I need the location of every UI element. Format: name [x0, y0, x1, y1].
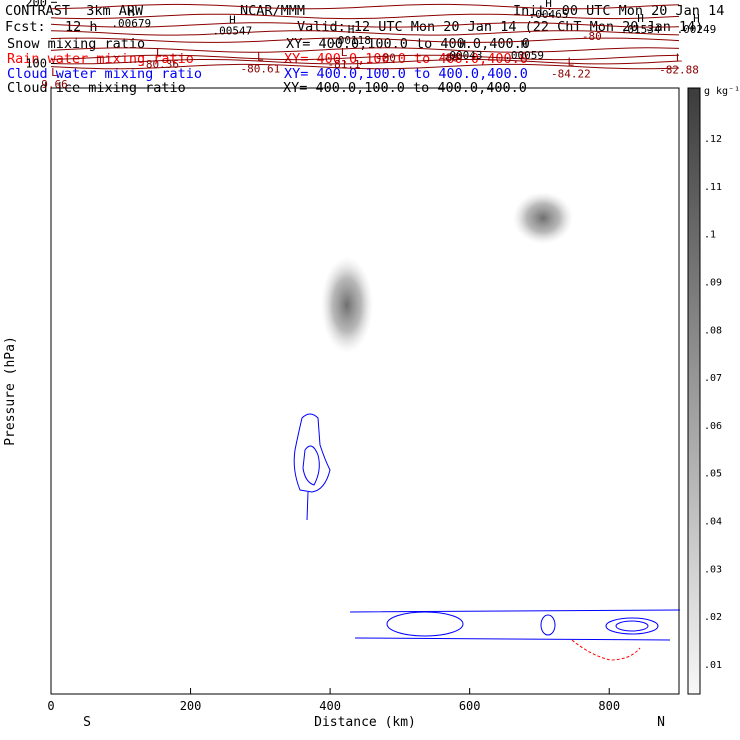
field-label-cloudwater: Cloud water mixing ratio	[7, 66, 203, 82]
south-label: S	[83, 715, 91, 730]
isotherm-line	[50, 13, 680, 20]
high-value: .00679	[111, 17, 151, 30]
snow-upper	[513, 192, 573, 244]
snow-core	[321, 257, 373, 353]
cloud-contour	[349, 609, 681, 641]
high-mark: H	[545, 0, 552, 10]
colorbar-label: .05	[704, 469, 722, 480]
high-value: .00249	[677, 23, 717, 36]
low-value: -80.36	[139, 58, 179, 71]
cloud-contour	[386, 611, 464, 637]
colorbar: g kg⁻¹ .12 .11 .1 .09 .08 .07 .06 .05 .04 .03 .02 .0…	[687, 86, 740, 695]
low-mark: L	[568, 55, 575, 68]
low-value: 9.66	[41, 78, 68, 91]
colorbar-label: .09	[704, 277, 722, 288]
rain-contour	[571, 639, 641, 661]
isotherm-line	[50, 22, 680, 28]
y-tick-label: 100	[25, 57, 47, 71]
y-axis-label: Pressure (hPa)	[3, 336, 18, 446]
axes: 0200400600800100200300400500600700800900…	[3, 0, 665, 730]
colorbar-label: .06	[704, 421, 722, 432]
isotherms	[50, 3, 680, 70]
x-tick-label: 0	[47, 699, 54, 713]
x-axis-label: Distance (km)	[314, 715, 416, 730]
high-mark: H	[459, 38, 466, 51]
low-mark: L	[341, 46, 348, 59]
high-value: .00043	[443, 49, 483, 62]
isotherm-line	[50, 3, 680, 10]
low-mark: L	[156, 46, 163, 59]
rain-contours	[571, 639, 641, 661]
low-mark: L	[676, 52, 683, 65]
isotherm-label: -80	[376, 51, 396, 64]
high-value: .00465	[529, 8, 569, 21]
cloud-contour	[302, 445, 320, 486]
field-xy-cloudwater: XY= 400.0,100.0 to 400.0,400.0	[284, 66, 528, 82]
high-value: .00059	[504, 49, 544, 62]
contour-labels: -80-80-80-40-40-40-40-30-30-30-30-20-20-…	[41, 0, 717, 91]
init-time: Init: 00 UTC Mon 20 Jan 14	[513, 3, 725, 19]
colorbar-label: .04	[704, 517, 722, 528]
cloud-contour	[540, 614, 556, 636]
isotherm-line	[50, 54, 680, 61]
colorbar-label: .12	[704, 134, 722, 145]
colorbar-label: .11	[704, 182, 722, 193]
snow-shading	[321, 192, 573, 353]
cloud-water-contours	[293, 413, 681, 641]
colorbar-label: .01	[704, 660, 722, 671]
x-tick-label: 600	[459, 699, 481, 713]
fcst-value: 12 h	[65, 19, 98, 35]
low-value: -84.22	[551, 67, 591, 80]
isotherm-label: -80	[439, 51, 459, 64]
plot-area	[50, 87, 680, 695]
cloud-stem	[306, 491, 309, 521]
x-tick-label: 200	[180, 699, 202, 713]
isotherm-line	[50, 37, 680, 43]
low-value: -81.1	[328, 58, 361, 71]
colorbar-scale	[687, 87, 701, 695]
high-value: .00547	[213, 25, 253, 38]
cloud-contour	[605, 617, 659, 635]
fcst-label: Fcst:	[5, 19, 46, 35]
colorbar-label: .07	[704, 373, 722, 384]
high-mark: H	[693, 12, 700, 25]
colorbar-label: .1	[704, 230, 716, 241]
high-mark: H	[521, 38, 528, 51]
plot-frame	[50, 87, 680, 695]
high-mark: H	[348, 23, 355, 36]
isotherm-line	[50, 47, 680, 53]
low-mark: L	[257, 50, 264, 63]
isotherm-line	[50, 63, 680, 70]
colorbar-label: .08	[704, 325, 722, 336]
high-value: .00118	[331, 34, 371, 47]
north-label: N	[657, 715, 665, 730]
colorbar-label: .02	[704, 612, 722, 623]
x-tick-label: 400	[319, 699, 341, 713]
low-value: -82.88	[659, 64, 699, 77]
isotherm-line	[50, 59, 680, 65]
x-tick-label: 800	[598, 699, 620, 713]
y-tick-label: 200	[25, 0, 47, 9]
cloud-contour	[293, 413, 331, 493]
colorbar-unit: g kg⁻¹	[704, 86, 740, 97]
low-mark: L	[51, 66, 58, 79]
high-mark: H	[229, 14, 236, 27]
cloud-contour	[615, 620, 649, 632]
high-value: .01534	[621, 23, 661, 36]
isotherm-label: -80	[582, 30, 602, 43]
high-mark: H	[128, 6, 135, 19]
low-value: -80.61	[240, 62, 280, 75]
isotherm-line	[50, 30, 680, 36]
high-mark: H	[637, 12, 644, 25]
colorbar-label: .03	[704, 564, 722, 575]
